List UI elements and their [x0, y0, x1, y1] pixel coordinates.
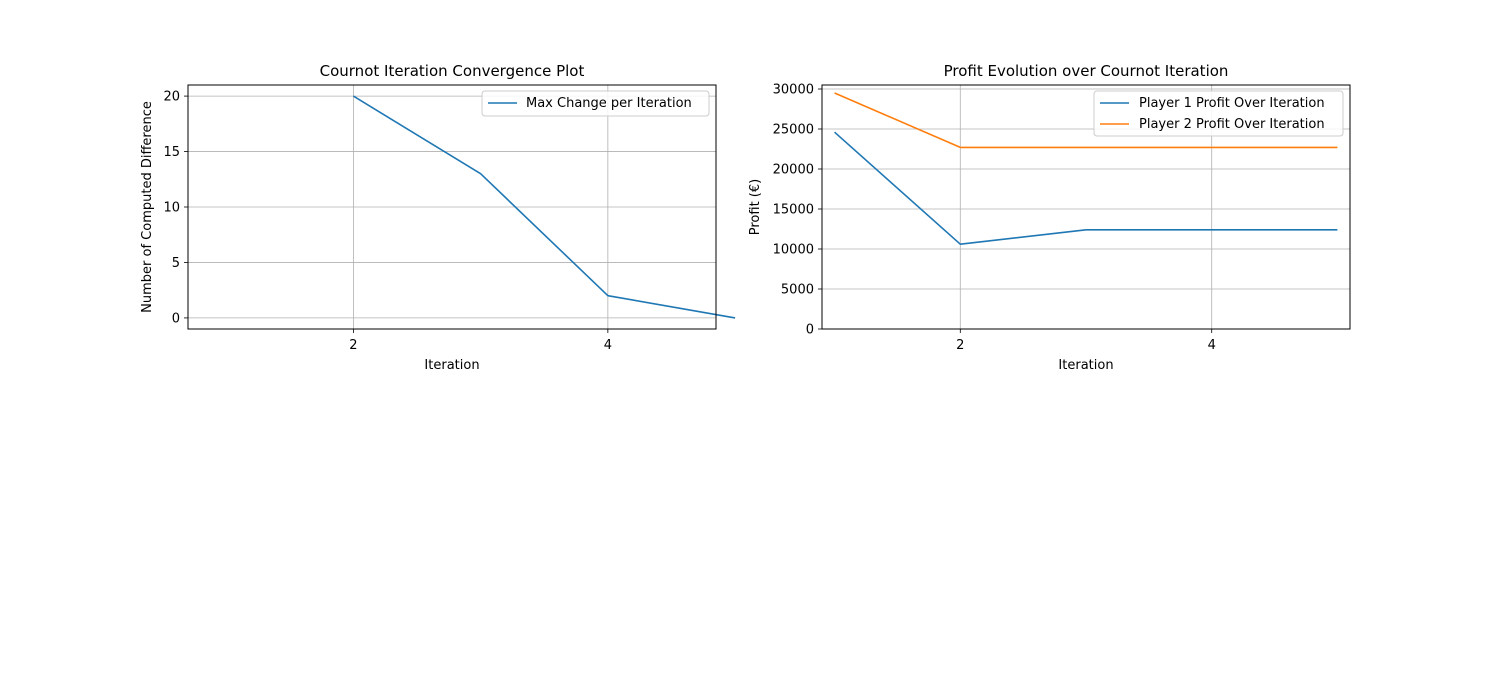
y-tick-label: 5: [172, 256, 180, 271]
convergence-chart: Cournot Iteration Convergence Plot Itera…: [140, 62, 736, 373]
legend-entry: Player 2 Profit Over Iteration: [1139, 117, 1325, 132]
y-tick-label: 20000: [773, 163, 814, 178]
y-tick-label: 25000: [773, 123, 814, 138]
y-tick-label: 0: [172, 311, 180, 326]
legend-box: [1093, 90, 1344, 137]
y-tick-label: 20: [163, 90, 180, 105]
x-axis-label: Iteration: [424, 358, 479, 373]
legend-box: [481, 90, 710, 117]
series-line: [834, 131, 1338, 245]
x-tick-label: 4: [604, 338, 612, 353]
profit-chart: Profit Evolution over Cournot Iteration …: [748, 62, 1351, 373]
x-tick-label: 4: [1208, 338, 1216, 353]
y-tick-label: 5000: [781, 283, 814, 298]
series-line: [352, 95, 736, 319]
x-tick-label: 2: [956, 338, 964, 353]
chart-title: Cournot Iteration Convergence Plot: [320, 62, 585, 80]
y-tick-label: 10: [163, 201, 180, 216]
y-axis-label: Profit (€): [748, 179, 763, 235]
y-tick-label: 0: [806, 323, 814, 338]
plot-frame: [821, 84, 1351, 330]
y-tick-label: 30000: [773, 83, 814, 98]
legend: Player 1 Profit Over Iteration Player 2 …: [1093, 90, 1344, 137]
y-tick-label: 15000: [773, 203, 814, 218]
legend-entry: Max Change per Iteration: [526, 96, 692, 111]
y-tick-label: 10000: [773, 243, 814, 258]
legend: Max Change per Iteration: [481, 90, 710, 117]
legend-entry: Player 1 Profit Over Iteration: [1139, 96, 1325, 111]
series-line: [834, 92, 1338, 149]
y-tick-label: 15: [163, 145, 180, 160]
x-tick-label: 2: [349, 338, 357, 353]
x-axis-label: Iteration: [1058, 358, 1113, 373]
chart-title: Profit Evolution over Cournot Iteration: [944, 62, 1229, 80]
y-axis-label: Number of Computed Difference: [140, 101, 155, 313]
